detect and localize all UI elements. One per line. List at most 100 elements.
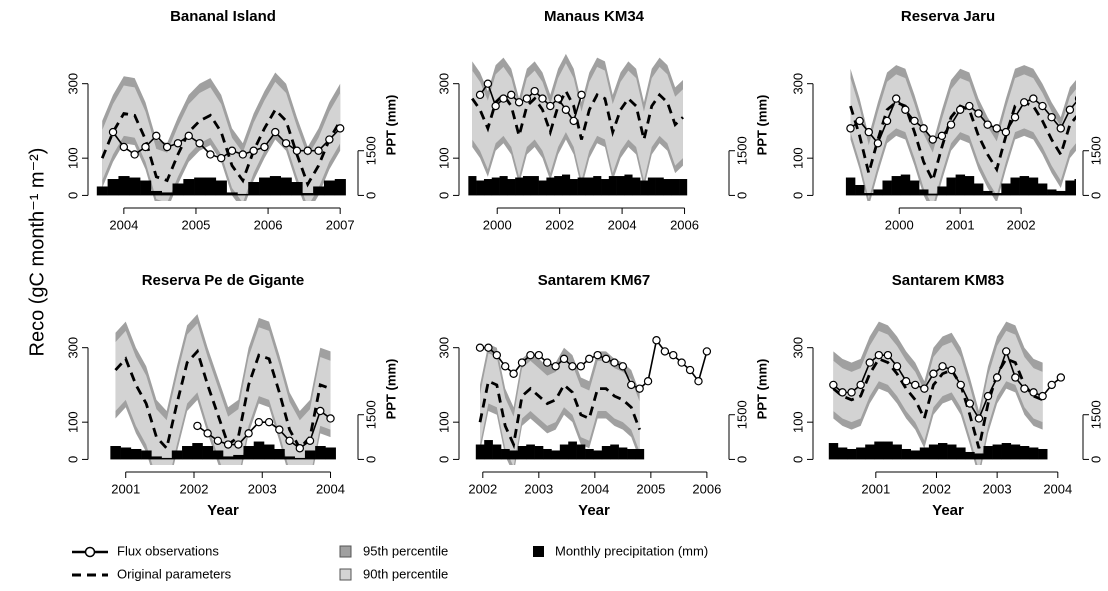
percentile-band bbox=[833, 330, 1043, 465]
y-tick-label: 300 bbox=[65, 337, 80, 359]
observation-point bbox=[911, 380, 920, 390]
panel-title: Bananal Island bbox=[170, 8, 276, 25]
observation-point bbox=[475, 343, 485, 352]
observation-point bbox=[992, 124, 1001, 133]
precip-bar bbox=[476, 180, 485, 196]
observation-point bbox=[483, 79, 493, 88]
observation-point bbox=[325, 135, 334, 144]
precip-bar bbox=[1019, 446, 1030, 460]
observation-point bbox=[206, 150, 215, 159]
panel-title: Santarem KM83 bbox=[892, 272, 1005, 289]
x-tick-label: 2001 bbox=[861, 481, 890, 496]
observation-point bbox=[1019, 98, 1029, 107]
precip-bar bbox=[883, 441, 893, 460]
observation-point bbox=[568, 362, 577, 371]
panel bbox=[828, 321, 1066, 465]
precip-bar bbox=[161, 192, 173, 196]
observation-point bbox=[901, 105, 910, 114]
precip-bar bbox=[150, 190, 163, 196]
observation-point bbox=[937, 131, 947, 141]
precip-bar bbox=[919, 189, 929, 196]
precip-bar bbox=[1010, 177, 1020, 196]
observation-point bbox=[1074, 95, 1076, 102]
observation-point bbox=[855, 116, 864, 126]
precip-bar bbox=[499, 176, 508, 196]
precip-bar bbox=[280, 177, 292, 196]
observation-point bbox=[610, 358, 619, 367]
precip-bar bbox=[864, 193, 874, 196]
precip-bar bbox=[192, 443, 203, 460]
panel bbox=[96, 72, 346, 201]
precip-bar bbox=[226, 192, 238, 196]
observation-point bbox=[130, 150, 139, 159]
observation-point bbox=[271, 127, 280, 137]
precip-bar bbox=[910, 450, 921, 460]
observation-point bbox=[551, 362, 560, 371]
precip-bar bbox=[577, 177, 586, 196]
observation-point bbox=[184, 131, 193, 141]
observation-point bbox=[303, 146, 312, 155]
precip-bar bbox=[593, 450, 603, 460]
y-tick-label: 0 bbox=[65, 192, 80, 199]
observation-point bbox=[522, 94, 532, 103]
observation-point bbox=[965, 399, 975, 408]
observation-point bbox=[685, 365, 695, 375]
observation-point bbox=[534, 350, 544, 360]
observation-point bbox=[1001, 127, 1011, 137]
model-line bbox=[478, 379, 641, 450]
precip-bar bbox=[507, 179, 516, 196]
y2-tick-label: 1500 bbox=[734, 400, 749, 429]
precip-bar bbox=[585, 177, 594, 196]
precip-bar bbox=[233, 454, 244, 460]
x-tick-label: 2005 bbox=[181, 217, 210, 232]
observation-point bbox=[195, 139, 204, 148]
precip-bar bbox=[215, 180, 227, 196]
precip-bar bbox=[554, 176, 563, 196]
y-tick-label: 0 bbox=[436, 456, 451, 463]
precip-bar bbox=[543, 448, 552, 460]
precip-bar bbox=[284, 456, 295, 460]
y2-tick-label: 0 bbox=[1088, 456, 1103, 463]
observation-point bbox=[475, 90, 485, 100]
precip-bar bbox=[900, 174, 911, 196]
precip-bar bbox=[973, 183, 984, 196]
x-tick-label: 2004 bbox=[109, 217, 138, 232]
observation-point bbox=[601, 354, 611, 364]
observation-point bbox=[501, 362, 510, 371]
precip-bar bbox=[491, 177, 500, 196]
precip-bar bbox=[909, 180, 920, 196]
x-tick-label: 2002 bbox=[1007, 217, 1036, 232]
observation-point bbox=[1038, 101, 1047, 111]
precip-bar bbox=[161, 457, 173, 460]
observation-point bbox=[635, 384, 644, 393]
observation-point bbox=[974, 414, 984, 423]
precip-bar bbox=[892, 444, 902, 460]
observation-point bbox=[660, 347, 670, 356]
observation-point bbox=[577, 90, 586, 100]
x-tick-label: 2004 bbox=[316, 481, 345, 496]
y2-tick-label: 0 bbox=[734, 192, 749, 199]
precip-bar bbox=[96, 186, 108, 196]
observation-point bbox=[295, 444, 304, 453]
observation-point bbox=[203, 429, 212, 438]
observation-point bbox=[1065, 105, 1075, 114]
precip-bar bbox=[253, 441, 265, 460]
precip-bar bbox=[947, 444, 957, 460]
x-tick-label: 2003 bbox=[248, 481, 277, 496]
observation-point bbox=[891, 94, 901, 103]
observation-point bbox=[974, 109, 983, 118]
observation-point bbox=[1047, 380, 1056, 390]
model-line bbox=[114, 348, 331, 452]
observation-point bbox=[838, 388, 847, 397]
observation-point bbox=[585, 354, 594, 364]
observation-point bbox=[882, 116, 892, 126]
observation-point bbox=[627, 380, 636, 390]
y-tick-label: 300 bbox=[436, 73, 451, 95]
precip-bar bbox=[302, 193, 314, 196]
observation-point bbox=[553, 94, 563, 103]
observation-line bbox=[112, 127, 341, 160]
precip-bar bbox=[468, 176, 477, 196]
precip-bar bbox=[475, 444, 485, 460]
panel bbox=[110, 314, 336, 465]
